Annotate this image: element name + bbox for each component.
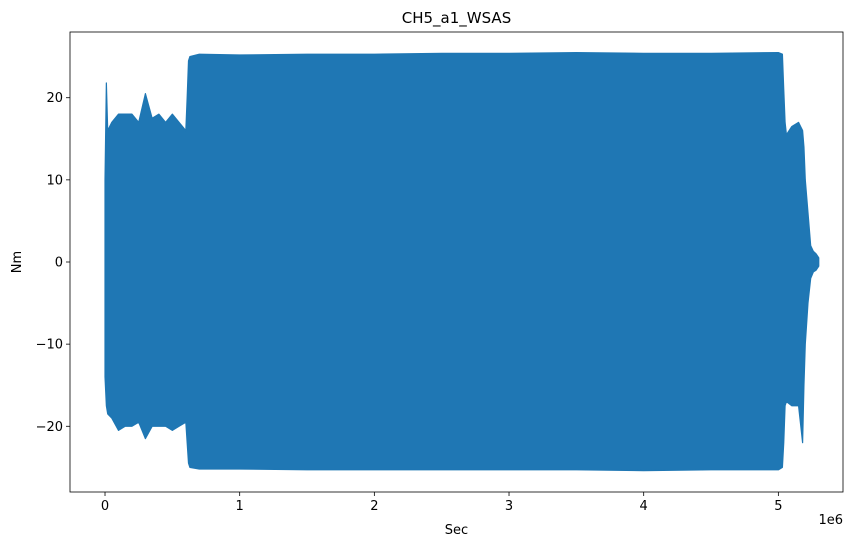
x-axis-label: Sec [445, 523, 468, 538]
x-axis-offset-label: 1e6 [818, 513, 843, 528]
x-tick-label: 0 [101, 499, 109, 514]
y-axis-label: Nm [10, 251, 25, 273]
x-tick-label: 5 [774, 499, 782, 514]
y-tick-label: 10 [46, 173, 63, 188]
chart-title: CH5_a1_WSAS [402, 9, 511, 28]
x-tick-label: 2 [370, 499, 378, 514]
y-tick-label: 0 [55, 256, 63, 271]
plot-area [104, 51, 820, 472]
y-tick-label: −10 [36, 338, 63, 353]
y-tick-label: 20 [46, 91, 63, 106]
y-tick-label: −20 [36, 420, 63, 435]
x-tick-label: 4 [640, 499, 648, 514]
x-tick-label: 1 [236, 499, 244, 514]
axes: 0 1 2 3 4 5 −20 −10 0 10 20 [36, 31, 844, 514]
x-tick-label: 3 [505, 499, 513, 514]
series-0-signal [104, 51, 820, 472]
